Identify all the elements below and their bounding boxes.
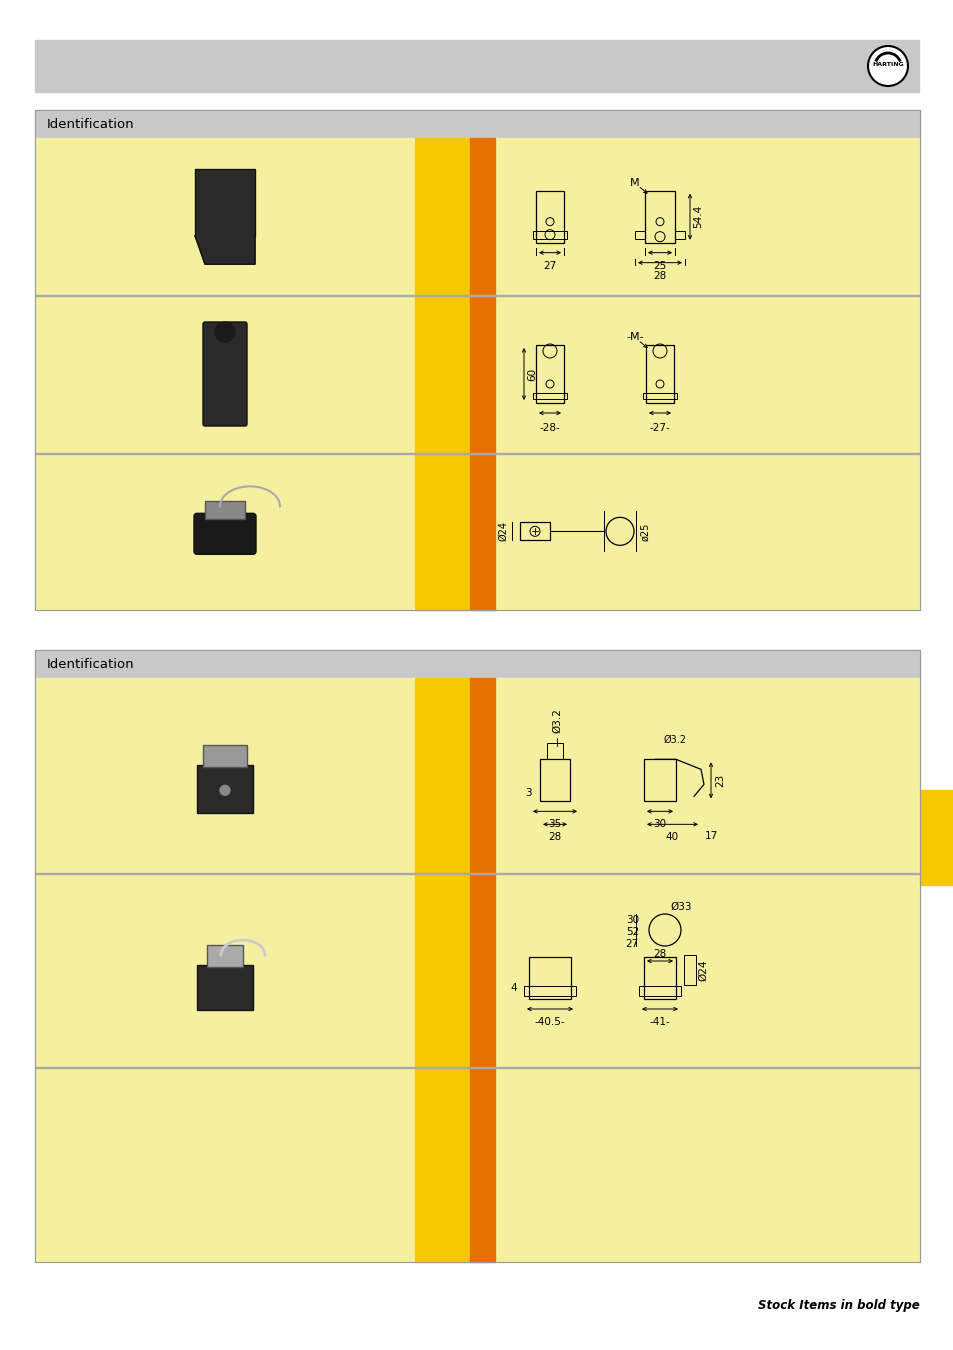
FancyBboxPatch shape [196, 965, 253, 1010]
Bar [643, 759, 676, 802]
Bar [35, 109, 919, 610]
Text: 25: 25 [653, 261, 666, 270]
Text: 27: 27 [625, 940, 639, 949]
Text: -27-: -27- [649, 423, 670, 433]
Bar [536, 346, 563, 404]
Bar [539, 759, 569, 802]
Text: 28: 28 [548, 833, 561, 842]
Bar [35, 649, 919, 678]
Bar [645, 346, 673, 404]
Bar [546, 744, 562, 759]
Bar [533, 393, 566, 400]
Bar [523, 986, 576, 996]
Text: Ø24: Ø24 [698, 960, 707, 980]
Text: 28: 28 [653, 270, 666, 281]
FancyBboxPatch shape [196, 765, 253, 813]
Text: Ø3.2: Ø3.2 [552, 709, 561, 733]
Bar [642, 393, 677, 400]
Text: 40: 40 [665, 833, 679, 842]
Bar [533, 231, 566, 239]
Bar [536, 190, 563, 243]
Bar [683, 954, 696, 986]
Bar [415, 678, 470, 1262]
FancyBboxPatch shape [203, 745, 247, 767]
Text: -41-: -41- [649, 1017, 670, 1027]
FancyBboxPatch shape [194, 169, 254, 236]
Bar [529, 957, 571, 999]
Bar [35, 40, 918, 92]
Polygon shape [194, 236, 254, 265]
Text: HARTING: HARTING [871, 62, 902, 66]
Bar [35, 649, 919, 1262]
Text: 28: 28 [653, 949, 666, 958]
Text: Ø3.2: Ø3.2 [662, 734, 686, 744]
Bar [415, 138, 470, 610]
Text: 23: 23 [714, 774, 724, 787]
Bar [470, 678, 495, 1262]
Bar [639, 986, 680, 996]
Text: -M-: -M- [625, 332, 643, 342]
Text: 30: 30 [653, 819, 666, 829]
Bar [635, 231, 644, 239]
Text: 35: 35 [548, 819, 561, 829]
Text: 60: 60 [526, 367, 537, 381]
Text: 27: 27 [543, 261, 556, 270]
Bar [643, 957, 676, 999]
FancyBboxPatch shape [193, 513, 255, 555]
Bar [35, 109, 919, 138]
Bar [519, 522, 550, 540]
Circle shape [867, 46, 907, 86]
Text: Identification: Identification [47, 117, 134, 131]
Bar [35, 138, 919, 610]
Text: 30: 30 [625, 915, 639, 925]
FancyBboxPatch shape [207, 945, 243, 967]
Bar [644, 190, 675, 243]
Text: -40.5-: -40.5- [534, 1017, 565, 1027]
Text: 52: 52 [625, 927, 639, 937]
Text: Ø24: Ø24 [497, 521, 507, 541]
Bar [35, 678, 919, 1262]
Text: Identification: Identification [47, 657, 134, 671]
Text: -28-: -28- [539, 423, 559, 433]
Bar [675, 231, 684, 239]
FancyBboxPatch shape [205, 501, 245, 520]
Bar [919, 790, 953, 886]
Text: 3: 3 [525, 788, 532, 798]
FancyBboxPatch shape [203, 323, 247, 427]
Circle shape [220, 786, 230, 795]
Text: Ø33: Ø33 [669, 902, 691, 913]
Text: 54.4: 54.4 [692, 205, 702, 228]
Text: Stock Items in bold type: Stock Items in bold type [758, 1299, 919, 1311]
Circle shape [214, 323, 234, 342]
Text: M: M [630, 178, 639, 188]
Text: 17: 17 [703, 832, 717, 841]
Text: 4: 4 [510, 983, 517, 994]
Text: ø25: ø25 [639, 522, 649, 540]
Bar [470, 138, 495, 610]
